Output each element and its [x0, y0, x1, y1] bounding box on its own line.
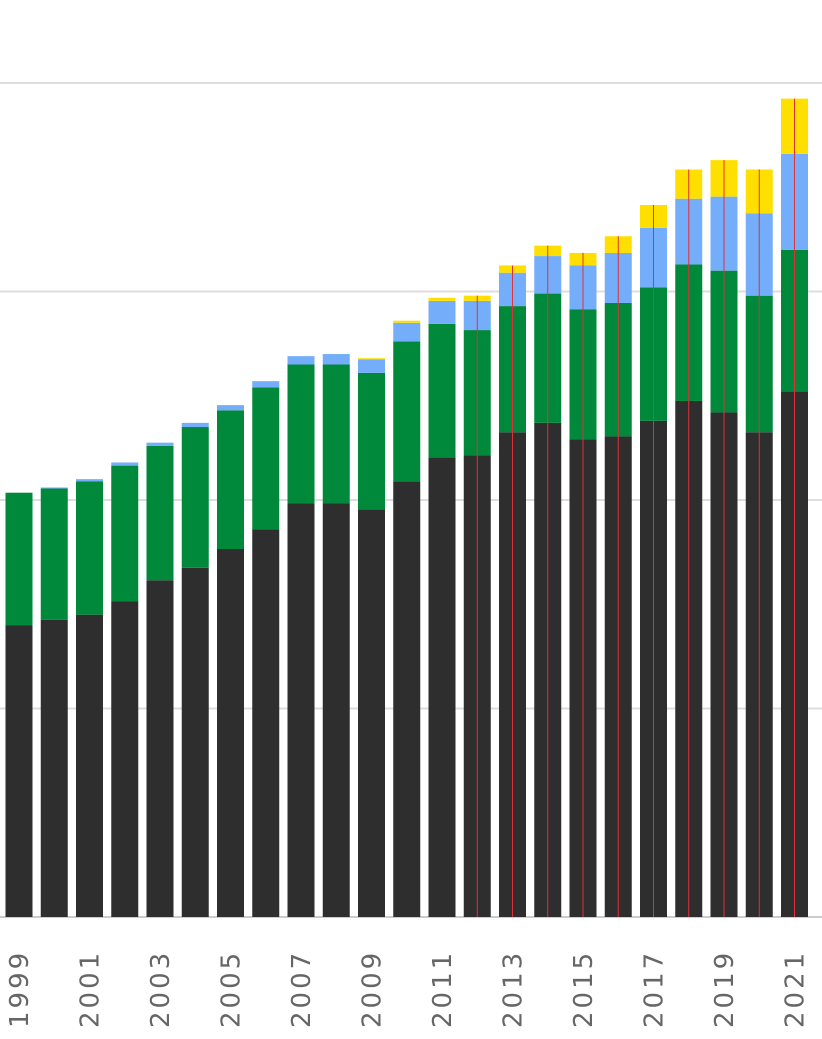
bar-segment-2001-s1: [76, 614, 103, 917]
bar-segment-2011-s3: [428, 300, 456, 324]
bar-group-2008: [322, 354, 350, 917]
bar-segment-2001-s2: [76, 481, 103, 615]
bar-group-2006: [252, 381, 280, 917]
bar-group-2007: [287, 356, 315, 917]
x-tick-label-2011: 2011: [428, 950, 458, 1028]
x-tick-label-2015: 2015: [569, 950, 599, 1028]
bar-segment-2010-s4: [393, 320, 421, 323]
bar-segment-2010-s3: [393, 322, 421, 342]
bar-segment-2011-s1: [428, 457, 456, 917]
x-tick-label-1999: 1999: [5, 950, 35, 1028]
bar-segment-2009-s2: [358, 372, 385, 510]
bar-segment-2000-s2: [40, 488, 68, 620]
bar-group-2011: [428, 297, 456, 917]
marker-lines: [476, 98, 795, 917]
x-tick-label-2003: 2003: [146, 950, 176, 1028]
bar-segment-2008-s2: [322, 364, 350, 504]
x-tick-label-2001: 2001: [76, 950, 106, 1028]
x-tick-label-2021: 2021: [781, 950, 811, 1028]
bar-segment-2002-s3: [111, 462, 139, 466]
bar-segment-2006-s3: [252, 381, 280, 388]
bar-segment-2001-s3: [76, 479, 103, 482]
bar-group-2002: [111, 462, 139, 917]
bar-segment-2002-s2: [111, 465, 139, 602]
x-tick-label-2009: 2009: [358, 950, 388, 1028]
bar-segment-2004-s3: [181, 422, 209, 428]
bar-segment-2000-s1: [40, 619, 68, 917]
bar-segment-2009-s4: [358, 358, 385, 360]
bar-segment-2003-s1: [146, 580, 174, 917]
bar-segment-2007-s2: [287, 364, 315, 504]
bar-segment-2003-s2: [146, 445, 174, 581]
bar-segment-2006-s1: [252, 529, 280, 917]
bar-group-2010: [393, 320, 421, 917]
x-tick-label-2005: 2005: [217, 950, 247, 1028]
bar-segment-2005-s3: [217, 405, 244, 411]
bar-segment-2010-s2: [393, 341, 421, 482]
x-tick-label-2013: 2013: [499, 950, 529, 1028]
bar-group-2005: [217, 405, 244, 917]
bar-segment-2006-s2: [252, 387, 280, 530]
bar-group-2000: [40, 487, 68, 917]
bar-segment-2008-s1: [322, 503, 350, 917]
bar-group-1999: [5, 492, 33, 917]
x-tick-label-2007: 2007: [287, 950, 317, 1028]
bar-group-2001: [76, 479, 103, 917]
bar-segment-2011-s2: [428, 323, 456, 458]
bar-segment-2011-s4: [428, 297, 456, 301]
bar-segment-2000-s3: [40, 487, 68, 489]
bar-segment-2008-s3: [322, 354, 350, 365]
bar-segment-2007-s3: [287, 356, 315, 365]
x-tick-label-2017: 2017: [640, 950, 670, 1028]
bar-segment-2002-s1: [111, 601, 139, 917]
bar-segment-2009-s3: [358, 359, 385, 373]
bar-segment-1999-s1: [5, 625, 33, 917]
bar-segment-2010-s1: [393, 481, 421, 917]
bar-segment-2005-s2: [217, 410, 244, 549]
x-tick-label-2019: 2019: [710, 950, 740, 1028]
x-axis-ticks: 1999 2001 2003 2005 2007 2009 2011 2013 2015 2017…: [5, 950, 811, 1028]
bar-segment-2004-s2: [181, 427, 209, 568]
bar-group-2003: [146, 442, 174, 917]
bar-segment-2003-s3: [146, 442, 174, 446]
bar-segment-2005-s1: [217, 548, 244, 917]
bar-group-2009: [358, 358, 385, 917]
bar-segment-1999-s2: [5, 492, 33, 626]
bars: [5, 98, 808, 918]
bar-group-2004: [181, 422, 209, 917]
bar-segment-2009-s1: [358, 509, 385, 917]
bar-segment-2007-s1: [287, 503, 315, 917]
bar-segment-2004-s1: [181, 567, 209, 917]
